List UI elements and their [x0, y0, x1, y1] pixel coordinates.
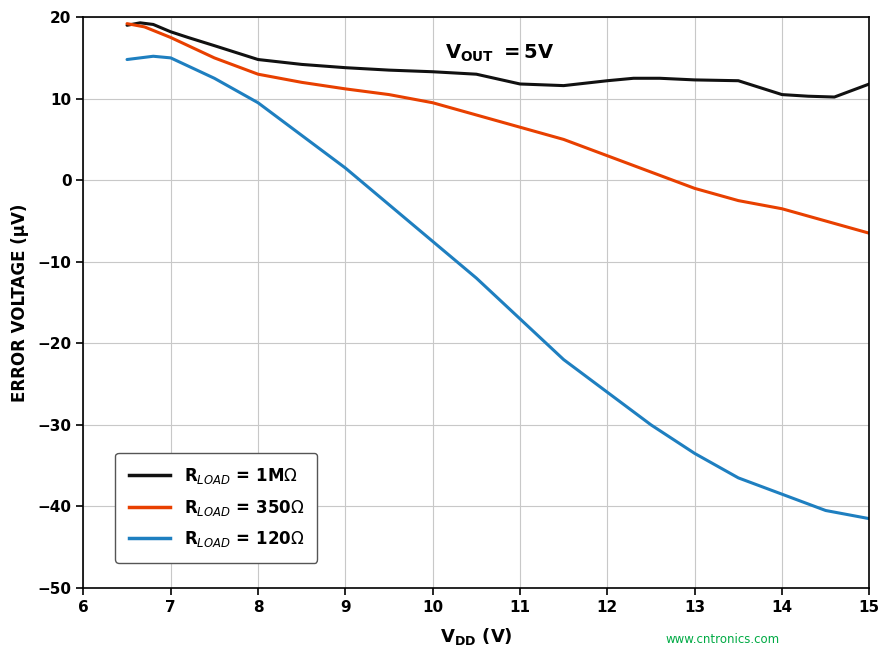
Legend: R$_{LOAD}$ = 1M$\Omega$, R$_{LOAD}$ = 350$\Omega$, R$_{LOAD}$ = 120$\Omega$: R$_{LOAD}$ = 1M$\Omega$, R$_{LOAD}$ = 35… — [115, 453, 317, 563]
Text: www.cntronics.com: www.cntronics.com — [666, 633, 780, 646]
X-axis label: $\mathbf{V_{DD}}$ $\mathbf{( V )}$: $\mathbf{V_{DD}}$ $\mathbf{( V )}$ — [440, 626, 512, 647]
Text: $\mathbf{V_{OUT}}$ $\mathbf{= 5V}$: $\mathbf{V_{OUT}}$ $\mathbf{= 5V}$ — [446, 43, 554, 64]
Y-axis label: ERROR VOLTAGE (μV): ERROR VOLTAGE (μV) — [11, 203, 29, 402]
